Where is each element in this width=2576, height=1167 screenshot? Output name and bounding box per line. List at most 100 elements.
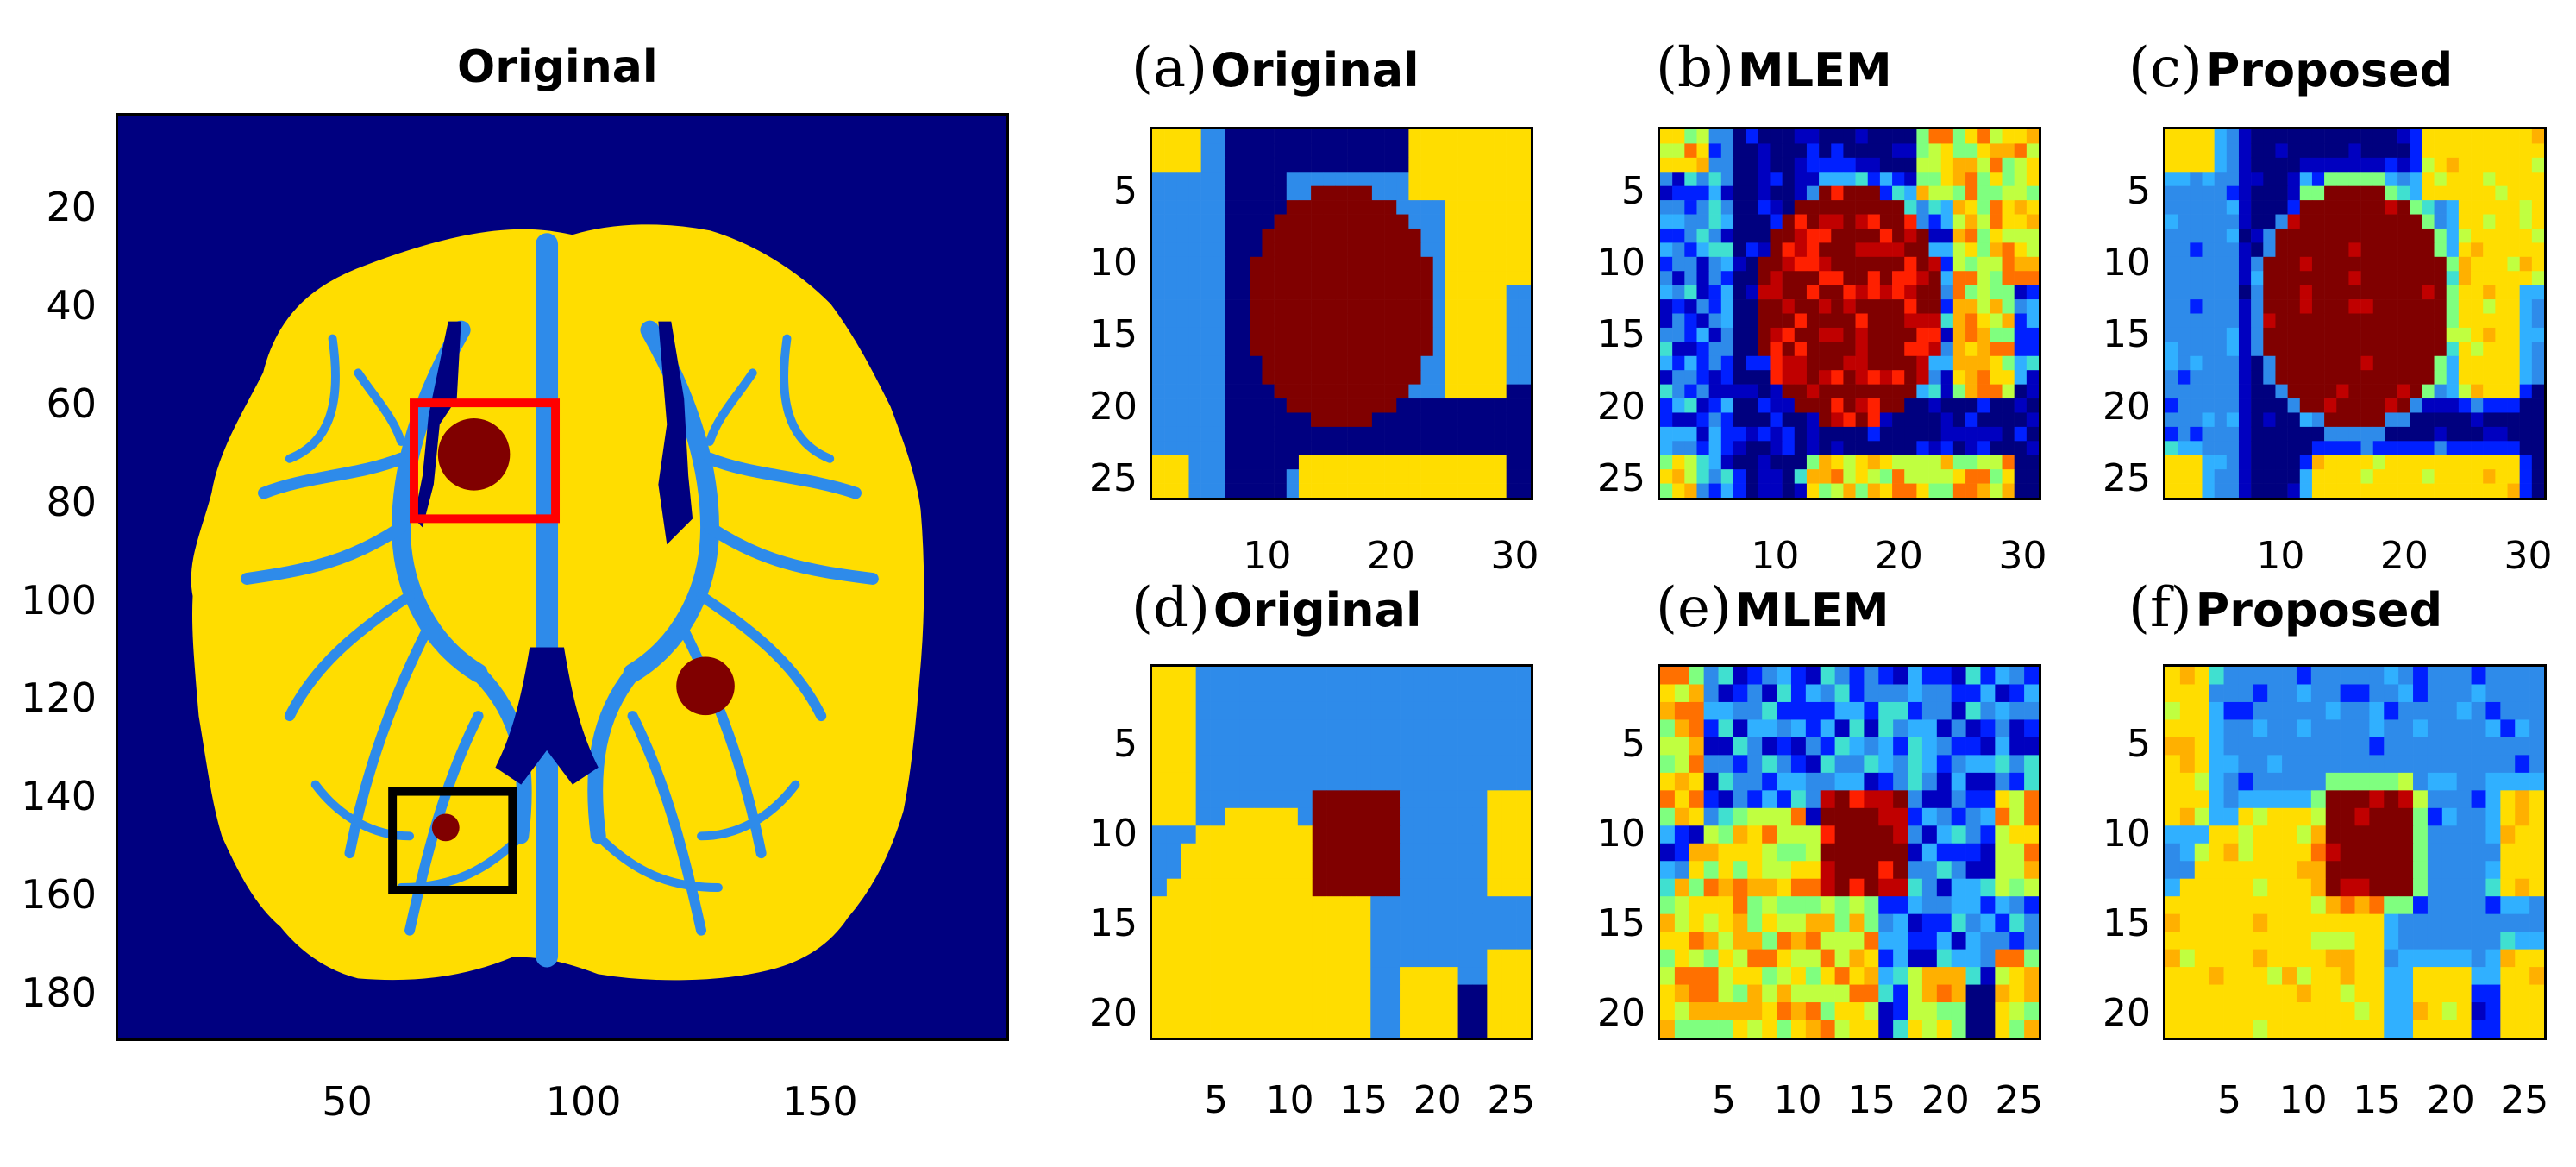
svg-c-pixel: [2336, 327, 2349, 342]
svg-c-pixel: [2397, 172, 2410, 187]
svg-d-pixel: [1312, 737, 1327, 756]
svg-c-pixel: [2422, 398, 2435, 413]
svg-c-pixel: [2483, 469, 2496, 484]
svg-c-pixel: [2385, 200, 2398, 215]
svg-c-pixel: [2422, 327, 2435, 342]
svg-b-pixel: [1867, 313, 1881, 329]
svg-e-pixel: [1762, 843, 1777, 862]
svg-c-pixel: [2324, 455, 2337, 470]
svg-a-pixel: [1445, 426, 1458, 442]
svg-f-pixel: [2441, 667, 2458, 685]
svg-a-pixel: [1384, 327, 1397, 342]
svg-e-pixel: [1805, 772, 1821, 791]
svg-a-pixel: [1323, 242, 1336, 258]
svg-c-pixel: [2348, 299, 2361, 314]
svg-c-pixel: [2263, 129, 2276, 144]
svg-f-pixel: [2223, 984, 2239, 1003]
svg-d-pixel: [1312, 913, 1327, 932]
svg-c-pixel: [2214, 355, 2228, 371]
svg-c-pixel: [2263, 172, 2276, 187]
svg-f-pixel: [2238, 684, 2253, 703]
svg-c-pixel: [2324, 384, 2337, 399]
svg-a-pixel: [1506, 384, 1520, 399]
svg-b-pixel: [1867, 172, 1881, 187]
svg-a-pixel: [1225, 370, 1238, 385]
svg-a-pixel: [1445, 228, 1458, 243]
svg-c-pixel: [2422, 299, 2435, 314]
svg-e-pixel: [1805, 913, 1821, 932]
svg-d-pixel: [1269, 825, 1284, 844]
svg-d-pixel: [1282, 913, 1299, 932]
svg-d-pixel: [1297, 1020, 1313, 1038]
svg-a-pixel: [1445, 370, 1458, 385]
svg-e-pixel: [1908, 967, 1923, 985]
svg-b-pixel: [1867, 370, 1881, 385]
svg-c-pixel: [2324, 426, 2337, 442]
svg-f-pixel: [2413, 932, 2429, 951]
svg-d-pixel: [1400, 667, 1415, 685]
svg-b-pixel: [1758, 214, 1771, 229]
svg-b-pixel: [1708, 129, 1722, 144]
svg-d-pixel: [1166, 967, 1182, 985]
svg-e-pixel: [1747, 932, 1763, 951]
svg-f-pixel: [2384, 790, 2399, 809]
svg-c-pixel: [2385, 157, 2398, 173]
svg-d-pixel: [1269, 913, 1284, 932]
svg-e-pixel: [1908, 932, 1923, 951]
svg-b-pixel: [1831, 313, 1844, 329]
svg-c-pixel: [2519, 483, 2533, 498]
svg-e-pixel: [1834, 984, 1850, 1003]
svg-c-pixel: [2275, 185, 2288, 201]
svg-c-pixel: [2287, 200, 2301, 215]
svg-e-pixel: [1995, 719, 2010, 738]
svg-a-pixel: [1225, 185, 1238, 201]
svg-a-pixel: [1457, 355, 1470, 371]
svg-a-pixel: [1286, 299, 1300, 314]
svg-e-pixel: [1921, 772, 1938, 791]
svg-e-pixel: [1951, 878, 1966, 897]
top-ytick-2-2: 15: [2103, 312, 2151, 357]
svg-e-pixel: [1689, 861, 1704, 880]
svg-a-pixel: [1396, 129, 1409, 144]
svg-d-pixel: [1341, 843, 1357, 862]
svg-e-pixel: [1965, 913, 1981, 932]
svg-c-pixel: [2360, 299, 2374, 314]
panel-f-tag: (f): [2128, 576, 2192, 640]
svg-c-pixel: [2519, 200, 2533, 215]
svg-d-pixel: [1370, 790, 1386, 809]
svg-b-pixel: [1904, 285, 1917, 300]
svg-c-pixel: [2238, 143, 2252, 159]
svg-d-pixel: [1312, 861, 1327, 880]
svg-f-pixel: [2384, 667, 2399, 685]
svg-f-pixel: [2515, 1020, 2530, 1038]
svg-d-pixel: [1400, 896, 1415, 915]
svg-a-pixel: [1482, 185, 1495, 201]
svg-a-pixel: [1396, 228, 1409, 243]
svg-b-pixel: [1758, 228, 1771, 243]
svg-a-pixel: [1176, 455, 1189, 470]
svg-a-pixel: [1176, 370, 1189, 385]
svg-e-pixel: [1674, 913, 1690, 932]
svg-d-pixel: [1400, 701, 1415, 720]
svg-e-pixel: [1674, 967, 1690, 985]
svg-c-pixel: [2348, 228, 2361, 243]
svg-c-pixel: [2348, 398, 2361, 413]
svg-a-pixel: [1213, 214, 1226, 229]
svg-e-pixel: [1703, 719, 1719, 738]
svg-c-pixel: [2165, 256, 2178, 272]
svg-d-pixel: [1225, 896, 1240, 915]
svg-c-pixel: [2165, 370, 2178, 385]
svg-e-pixel: [1777, 1020, 1792, 1038]
svg-b-pixel: [1770, 143, 1783, 159]
svg-e-pixel: [1951, 1020, 1966, 1038]
svg-c-pixel: [2263, 299, 2276, 314]
svg-c-pixel: [2202, 143, 2215, 159]
svg-a-pixel: [1213, 313, 1226, 329]
svg-f-pixel: [2194, 772, 2209, 791]
svg-a-pixel: [1457, 426, 1470, 442]
svg-f-pixel: [2529, 878, 2544, 897]
svg-d-pixel: [1152, 737, 1168, 756]
svg-b-pixel: [1831, 455, 1844, 470]
svg-c-pixel: [2299, 355, 2313, 371]
svg-e-pixel: [1921, 737, 1938, 756]
